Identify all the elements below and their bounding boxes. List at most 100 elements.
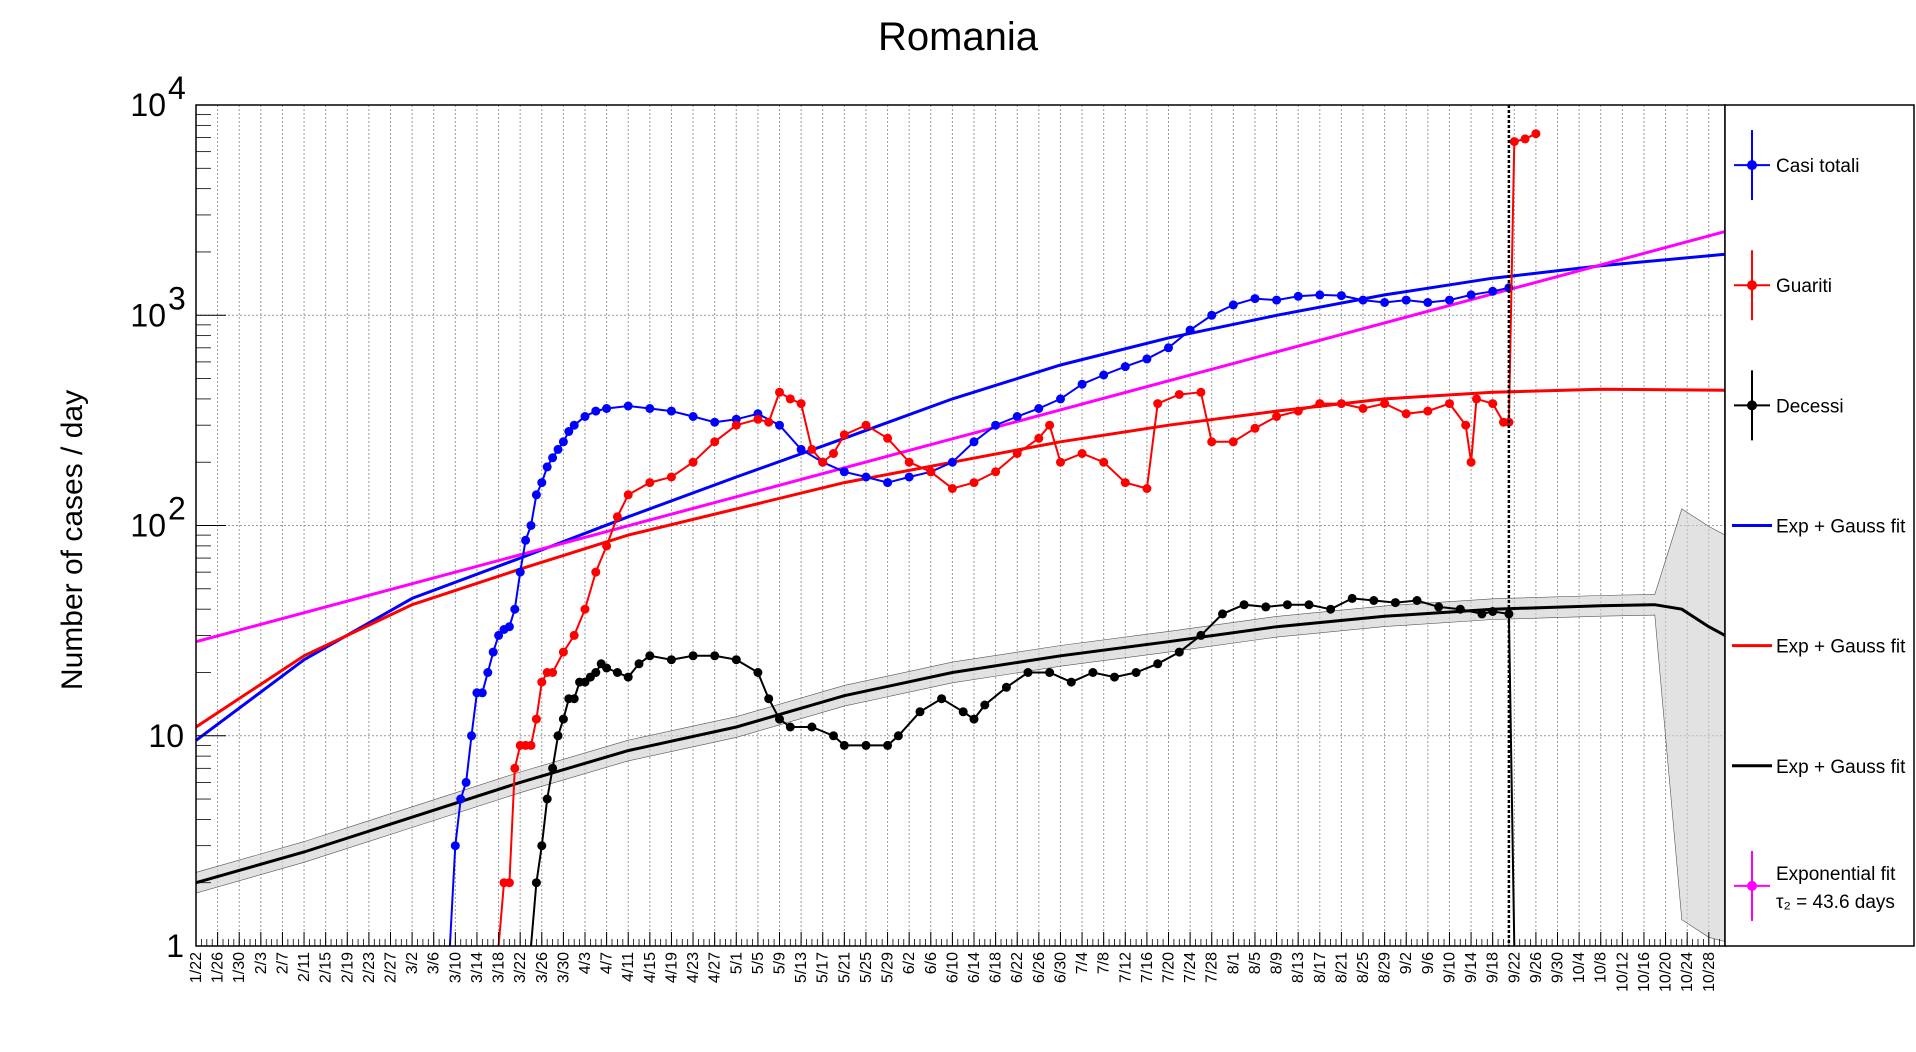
- data-point: [1520, 134, 1530, 144]
- data-point: [1099, 457, 1109, 467]
- data-point: [1174, 390, 1184, 399]
- data-point: [612, 668, 622, 677]
- data-point: [645, 651, 655, 661]
- fit-line: [195, 252, 1726, 742]
- data-point: [1120, 362, 1130, 372]
- data-point: [883, 433, 893, 443]
- data-point: [1099, 370, 1109, 380]
- data-point: [1088, 668, 1098, 677]
- data-point: [526, 740, 536, 750]
- x-tick-label: 4/11: [620, 952, 637, 982]
- x-tick-label: 2/15: [318, 952, 335, 983]
- x-tick-label: 7/20: [1161, 952, 1178, 983]
- data-point: [1196, 387, 1206, 397]
- data-point: [980, 700, 990, 710]
- fit-line: [195, 230, 1726, 644]
- data-point: [666, 406, 676, 416]
- x-tick-label: 4/23: [685, 952, 702, 983]
- data-point: [504, 622, 514, 632]
- x-tick-label: 7/28: [1204, 952, 1221, 983]
- x-tick-label: 3/14: [469, 952, 486, 983]
- x-tick-label: 9/14: [1463, 952, 1480, 983]
- data-point: [1504, 609, 1514, 619]
- data-point: [504, 878, 514, 888]
- x-tick-label: 1/30: [231, 952, 248, 983]
- data-point: [818, 457, 828, 467]
- data-point: [666, 655, 676, 665]
- data-point: [1228, 437, 1238, 447]
- data-point: [1120, 478, 1130, 488]
- data-point: [1207, 310, 1217, 320]
- data-point: [764, 417, 774, 427]
- data-point: [1423, 298, 1433, 307]
- data-point: [623, 490, 633, 500]
- legend: Casi totali Guariti Decessi Exp + Gauss fit…: [1724, 104, 1915, 947]
- data-point: [1261, 602, 1271, 612]
- data-point: [1218, 609, 1227, 619]
- data-point: [1228, 300, 1238, 310]
- x-tick-label: 6/30: [1052, 952, 1069, 983]
- data-point: [537, 677, 547, 687]
- data-point: [1056, 394, 1065, 404]
- data-point: [861, 740, 871, 750]
- x-tick-label: 4/27: [707, 952, 724, 983]
- chart-title: Romania: [878, 15, 1039, 59]
- data-point: [1369, 596, 1379, 605]
- data-point: [1401, 409, 1411, 419]
- data-point: [580, 604, 590, 614]
- data-point: [1380, 298, 1390, 307]
- x-tick-label: 9/26: [1528, 952, 1545, 983]
- data-point: [450, 841, 460, 851]
- data-point: [666, 472, 676, 482]
- data-point: [785, 722, 795, 732]
- data-point: [591, 406, 601, 416]
- data-point: [1164, 343, 1173, 353]
- data-point: [1488, 607, 1498, 616]
- data-point: [569, 694, 579, 704]
- x-tick-label: 10/16: [1636, 952, 1653, 992]
- legend-label: Exponential fit: [1776, 864, 1896, 885]
- data-point: [1293, 291, 1303, 301]
- x-tick-label: 5/25: [858, 952, 875, 983]
- x-tick-label: 6/6: [923, 952, 940, 974]
- series-line: [497, 132, 1537, 947]
- x-tick-label: 2/3: [253, 952, 270, 974]
- data-point: [1412, 596, 1422, 605]
- data-point: [645, 404, 655, 413]
- legend-marker: [1747, 880, 1757, 891]
- data-point: [1445, 295, 1454, 305]
- y-tick-label: 10: [148, 718, 184, 754]
- data-point: [634, 659, 644, 669]
- data-point: [1326, 604, 1336, 614]
- data-point: [1461, 420, 1471, 430]
- x-tick-label: 10/4: [1571, 952, 1588, 983]
- x-tick-label: 10/24: [1679, 952, 1696, 992]
- y-axis-label: Number of cases / day: [56, 390, 89, 690]
- data-point: [775, 387, 784, 397]
- x-tick-label: 9/22: [1506, 952, 1523, 983]
- data-point: [969, 478, 979, 488]
- x-tick-label: 3/2: [404, 952, 421, 974]
- data-point: [1185, 325, 1195, 335]
- data-point: [602, 541, 612, 551]
- data-point: [785, 394, 795, 404]
- data-point: [1380, 399, 1390, 409]
- data-point: [1272, 412, 1282, 421]
- x-tick-label: 1/22: [188, 952, 205, 983]
- x-tick-label: 8/13: [1290, 952, 1307, 983]
- x-tick-label: 5/21: [836, 952, 853, 983]
- x-tick-label: 4/3: [577, 952, 594, 974]
- legend-label: Guariti: [1776, 276, 1832, 297]
- data-point: [542, 794, 552, 804]
- data-point: [553, 731, 563, 741]
- fit-line: [195, 603, 1726, 885]
- x-tick-label: 9/18: [1485, 952, 1502, 983]
- x-tick-label: 7/4: [1074, 952, 1091, 974]
- data-series: [448, 105, 1541, 947]
- data-point: [1336, 399, 1346, 409]
- data-point: [883, 478, 893, 488]
- x-tick-label: 5/1: [728, 952, 745, 974]
- data-point: [521, 535, 531, 545]
- data-point: [467, 731, 476, 741]
